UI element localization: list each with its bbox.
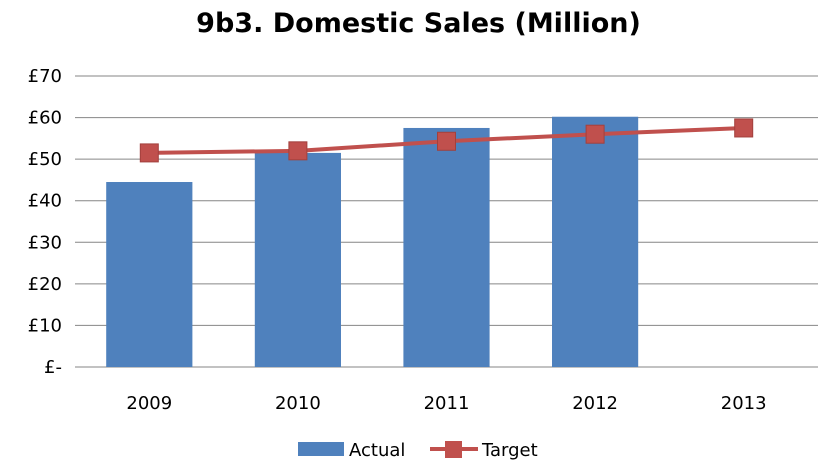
x-tick-label-2013: 2013	[721, 393, 767, 414]
bar-actual-2009	[106, 182, 193, 367]
bar-actual-2010	[254, 152, 341, 367]
y-tick-label-10: £10	[28, 315, 62, 336]
x-tick-label-2012: 2012	[572, 393, 618, 414]
x-tick-label-2010: 2010	[275, 393, 321, 414]
bar-actual-2012	[552, 116, 639, 368]
legend-target-marker	[445, 441, 462, 458]
legend: Actual Target	[298, 440, 538, 461]
y-tick-label-50: £50	[28, 149, 62, 170]
target-marker-2010	[288, 141, 308, 161]
actual-bars	[106, 116, 639, 368]
legend-actual-swatch	[298, 442, 344, 456]
y-tick-label-20: £20	[28, 274, 62, 295]
chart-title: 9b3. Domestic Sales (Million)	[196, 8, 641, 39]
x-axis: 2009 2010 2011 2012 2013	[126, 393, 766, 414]
target-marker-2011	[437, 131, 456, 151]
y-tick-label-70: £70	[28, 66, 62, 87]
target-marker-2009	[139, 143, 159, 163]
y-tick-label-40: £40	[28, 191, 62, 212]
target-marker-2013	[734, 118, 754, 138]
legend-target-label: Target	[481, 440, 538, 461]
target-line	[139, 118, 754, 163]
bar-actual-2011	[403, 127, 490, 367]
legend-actual-label: Actual	[349, 440, 405, 461]
x-tick-label-2009: 2009	[126, 393, 172, 414]
y-tick-label-60: £60	[28, 108, 62, 129]
y-tick-label-30: £30	[28, 232, 62, 253]
y-axis: £- £10 £20 £30 £40 £50 £60 £70	[28, 66, 62, 378]
y-tick-label-0: £-	[44, 357, 62, 378]
x-tick-label-2011: 2011	[424, 393, 470, 414]
target-marker-2012	[585, 124, 605, 144]
